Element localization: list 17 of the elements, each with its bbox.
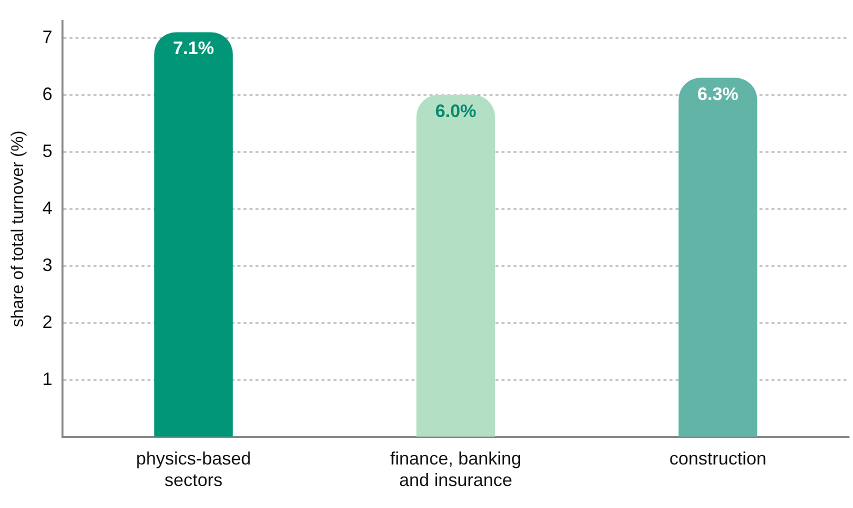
- bar: [154, 32, 233, 437]
- bar: [678, 78, 758, 437]
- x-tick-label: finance, banking and insurance: [390, 448, 522, 490]
- y-tick-label: 2: [42, 312, 52, 332]
- y-tick-label: 7: [42, 26, 52, 47]
- y-tick-label: 3: [42, 254, 52, 275]
- data-label: 6.3%: [697, 84, 738, 104]
- y-axis-title: share of total turnover (%): [8, 130, 27, 328]
- data-label: 7.1%: [172, 38, 214, 58]
- x-tick-label: construction: [669, 448, 766, 469]
- data-label: 6.0%: [435, 100, 476, 121]
- bar: [416, 94, 496, 437]
- x-tick-label: physics-based sectors: [136, 448, 252, 490]
- y-tick-label: 1: [42, 368, 52, 389]
- y-tick-label: 5: [42, 140, 52, 161]
- y-tick-label: 6: [42, 84, 52, 104]
- y-tick-label: 4: [42, 198, 52, 218]
